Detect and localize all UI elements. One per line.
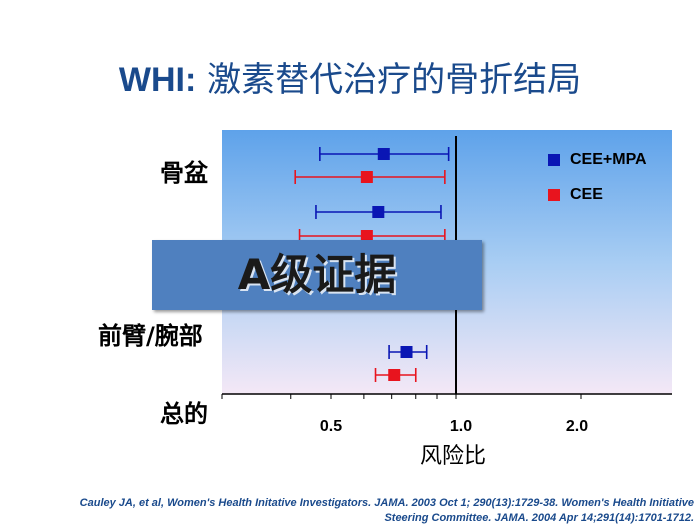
hr-point xyxy=(388,369,401,381)
hr-point xyxy=(377,148,390,160)
legend-swatch-cee xyxy=(548,188,560,201)
x-axis-label: 风险比 xyxy=(420,444,487,469)
citation-line-1: Cauley JA, et al, Women's Health Initati… xyxy=(79,497,694,509)
title-main: 激素替代治疗的骨折结局 xyxy=(196,60,582,100)
x-tick-label-0-5: 0.5 xyxy=(319,418,343,435)
legend-label-cee-mpa: CEE+MPA xyxy=(570,151,647,168)
hr-point xyxy=(360,171,373,183)
category-label-total: 总的 xyxy=(160,400,208,428)
citation-line-2: Steering Committee. JAMA. 2004 Apr 14;29… xyxy=(384,512,694,524)
category-label-forearm-wrist: 前臂/腕部 xyxy=(98,322,203,350)
x-tick-label-2-0: 2.0 xyxy=(565,418,589,435)
hr-point xyxy=(400,346,413,358)
legend-label-cee: CEE xyxy=(570,186,603,203)
legend-item-cee: CEE xyxy=(548,186,603,204)
hr-point xyxy=(372,206,385,218)
evidence-banner: A级证据 xyxy=(152,240,482,310)
evidence-banner-text: A级证据 xyxy=(237,250,397,299)
citation: Cauley JA, et al, Women's Health Initati… xyxy=(14,496,694,526)
title-prefix: WHI: xyxy=(118,61,197,99)
slide-title: WHI: 激素替代治疗的骨折结局 xyxy=(0,52,700,101)
x-tick-label-1-0: 1.0 xyxy=(449,418,473,435)
category-label-pelvis: 骨盆 xyxy=(160,159,208,187)
hr-point xyxy=(360,230,373,242)
legend-item-cee-mpa: CEE+MPA xyxy=(548,151,647,169)
legend-swatch-cee-mpa xyxy=(548,153,560,166)
